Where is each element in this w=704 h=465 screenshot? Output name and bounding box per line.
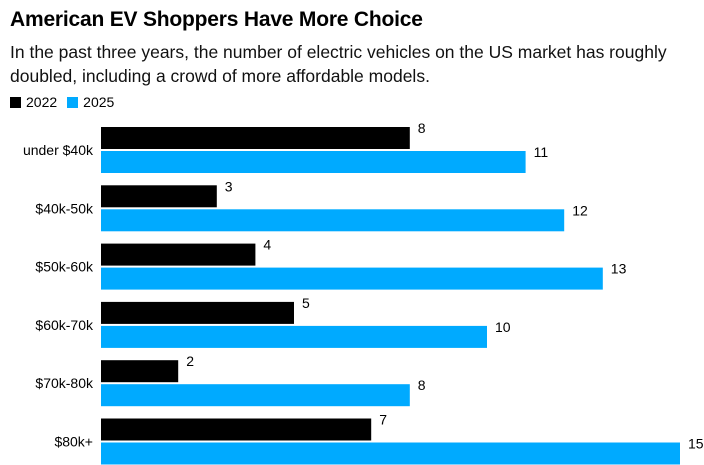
bar-2022: [101, 418, 372, 441]
bar-2022: [101, 243, 256, 266]
value-label-2022: 4: [263, 237, 271, 253]
category-label: $40k-50k: [35, 200, 94, 216]
category-label: $60k-70k: [35, 317, 94, 333]
value-label-2022: 2: [186, 353, 194, 369]
bar-2025: [101, 209, 565, 232]
legend-item-2022: 2022: [10, 94, 57, 110]
bar-2025: [101, 442, 680, 465]
category-label: $70k-80k: [35, 375, 94, 391]
bar-2022: [101, 301, 294, 324]
bar-2022: [101, 185, 217, 208]
chart-subtitle: In the past three years, the number of e…: [10, 42, 667, 86]
value-label-2025: 8: [418, 377, 426, 393]
bar-2025: [101, 267, 603, 290]
legend-swatch-2022: [10, 96, 21, 108]
value-label-2022: 5: [302, 295, 310, 311]
bar-2025: [101, 325, 487, 348]
bar-2022: [101, 127, 410, 149]
bar-2025: [101, 151, 526, 173]
value-label-2022: 7: [379, 412, 387, 428]
legend: 2022 2025: [10, 94, 124, 110]
legend-label-2022: 2022: [26, 94, 58, 110]
value-label-2025: 11: [534, 144, 549, 160]
category-label: under $40k: [23, 142, 94, 158]
value-label-2025: 12: [572, 202, 588, 218]
category-label: $80k+: [54, 434, 93, 450]
value-label-2022: 8: [418, 120, 426, 136]
value-label-2025: 13: [611, 261, 627, 277]
value-label-2022: 3: [225, 178, 233, 194]
category-label: $50k-60k: [35, 259, 94, 275]
value-label-2025: 10: [495, 319, 511, 335]
legend-label-2025: 2025: [83, 94, 115, 110]
legend-swatch-2025: [67, 96, 79, 108]
bar-2022: [101, 360, 179, 383]
legend-item-2025: 2025: [67, 94, 114, 110]
bar-2025: [101, 384, 410, 407]
chart-title: American EV Shoppers Have More Choice: [10, 8, 423, 31]
value-label-2025: 15: [688, 436, 704, 452]
